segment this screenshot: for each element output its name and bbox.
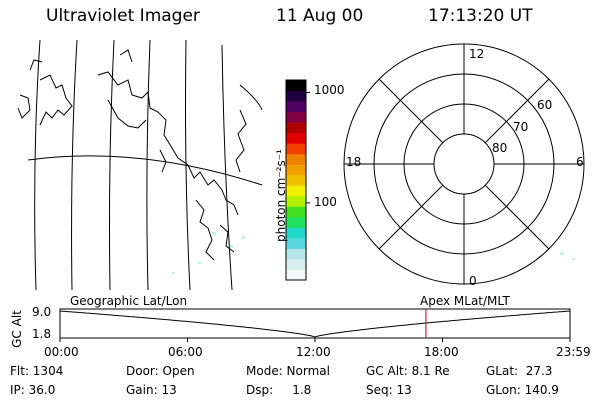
colorbar (285, 79, 310, 281)
geographic-longitude: GLon: 140.9 (486, 383, 559, 397)
flight-number: Flt: 1304 (10, 364, 64, 378)
polar-emission-specks (560, 252, 575, 260)
altitude-curve (59, 310, 571, 338)
gc-altitude: GC Alt: 8.1 Re (366, 364, 450, 378)
timeline-xtick-0: 00:00 (44, 345, 79, 359)
gain-value: Gain: 13 (126, 383, 177, 397)
lat-label-60: 60 (537, 98, 553, 112)
coastline (39, 74, 73, 126)
coastline (17, 94, 31, 119)
colorbar-tick-1000: 1000 (314, 83, 345, 97)
dsp-value: Dsp: 1.8 (246, 383, 312, 397)
coastline (107, 99, 147, 129)
polar-spoke (484, 184, 550, 250)
apex-coord-label: Apex MLat/MLT (420, 294, 510, 308)
colorbar-cell (286, 174, 306, 186)
colorbar-cell (286, 111, 306, 123)
meridian-line (185, 39, 191, 291)
colorbar-cell (286, 132, 306, 144)
polar-spoke (484, 78, 550, 144)
colorbar-cell (286, 227, 306, 239)
timeline-ylabel: GC Alt (9, 310, 24, 348)
colorbar-cell (286, 101, 306, 113)
colorbar-cell (286, 164, 306, 176)
mlt-label-12: 12 (469, 47, 485, 61)
colorbar-tick-100: 100 (314, 195, 337, 209)
timeline-ytick-low: 1.8 (32, 327, 52, 341)
ip-value: IP: 36.0 (10, 383, 56, 397)
lat-label-70: 70 (513, 120, 529, 134)
coastline (97, 71, 239, 216)
timeline-ytick-high: 9.0 (32, 305, 52, 319)
coastline (219, 224, 235, 253)
colorbar-cell (286, 195, 306, 207)
meridian-line (239, 84, 263, 111)
polar-spoke (378, 78, 444, 144)
colorbar-cell (286, 153, 306, 165)
geographic-latitude: GLat: 27.3 (486, 364, 553, 378)
parallel-line (27, 155, 263, 186)
colorbar-cell (286, 269, 306, 281)
coastline (119, 49, 133, 63)
door-status: Door: Open (126, 364, 195, 378)
colorbar-cell (286, 258, 306, 270)
sequence-number: Seq: 13 (366, 383, 412, 397)
meridian-line (221, 44, 233, 291)
mlt-label-0: 0 (469, 274, 477, 288)
instrument-title: Ultraviolet Imager (46, 6, 200, 26)
timeline-xtick-4: 23:59 (556, 345, 591, 359)
colorbar-cell (286, 90, 306, 102)
aurora-emission-specks (172, 232, 245, 274)
polar-spoke (378, 184, 444, 250)
colorbar-cell (286, 143, 306, 155)
colorbar-cell (286, 206, 306, 218)
observation-date: 11 Aug 00 (276, 6, 364, 26)
observation-time: 17:13:20 UT (428, 6, 533, 26)
timeline-xtick-2: 12:00 (296, 345, 331, 359)
geographic-map (17, 39, 263, 291)
colorbar-frame (285, 79, 307, 281)
timeline-xtick-3: 18:00 (424, 345, 459, 359)
timeline-frame (59, 308, 571, 339)
coastline (159, 149, 167, 173)
colorbar-cell (286, 248, 306, 260)
mlt-label-6: 6 (576, 155, 584, 169)
timeline-plot (59, 308, 571, 342)
colorbar-cell (286, 216, 306, 228)
meridian-line (146, 39, 151, 291)
mode-status: Mode: Normal (246, 364, 330, 378)
colorbar-cell (286, 80, 306, 92)
meridian-line (34, 39, 41, 291)
meridian-line (71, 39, 78, 291)
colorbar-cell (286, 185, 306, 197)
colorbar-cell (286, 237, 306, 249)
lat-label-80: 80 (492, 141, 508, 155)
geographic-coord-label: Geographic Lat/Lon (70, 294, 188, 308)
mlt-label-18: 18 (346, 155, 362, 169)
meridian-line (109, 39, 115, 291)
coastline (195, 199, 215, 261)
coastline (235, 109, 247, 173)
timeline-xtick-1: 06:00 (168, 345, 203, 359)
polar-plot (343, 43, 585, 285)
colorbar-cell (286, 122, 306, 134)
coastline (29, 59, 43, 71)
